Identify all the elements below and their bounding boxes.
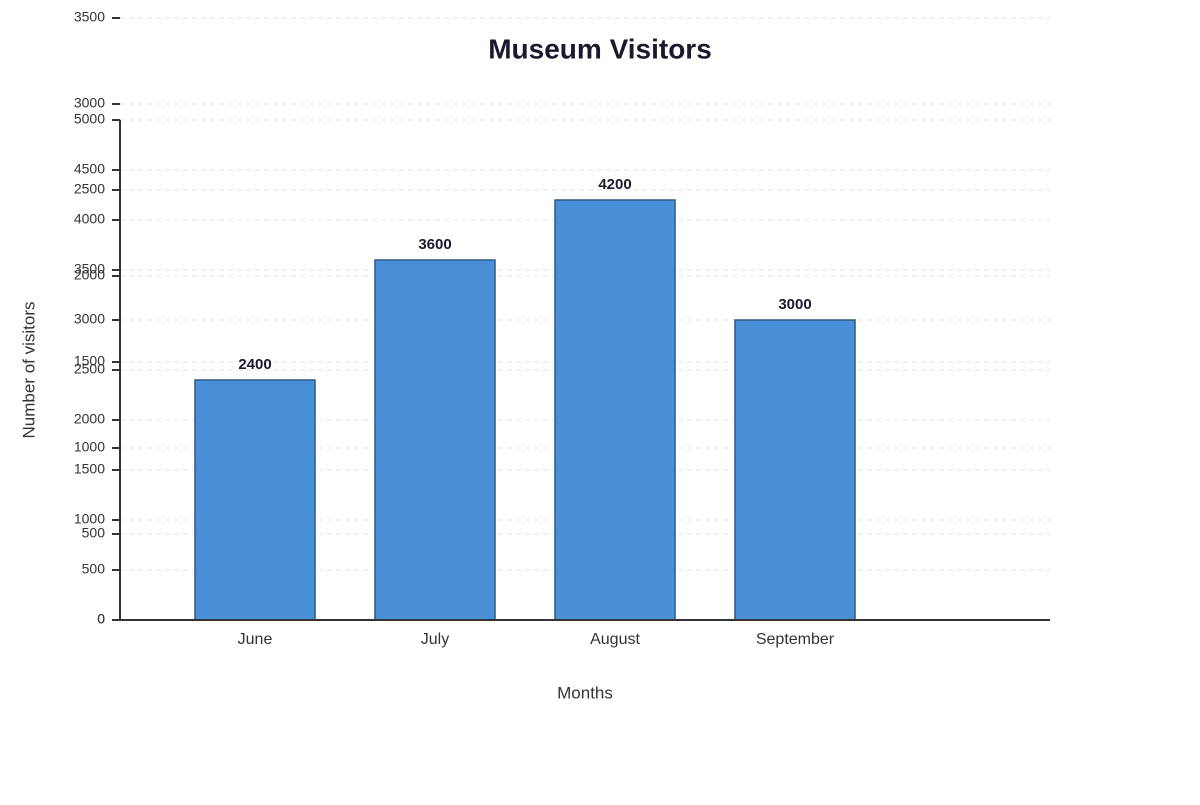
x-tick-label: July xyxy=(421,631,449,648)
bar xyxy=(194,379,316,621)
x-tick-label: August xyxy=(590,631,640,648)
y-tick-label: 3500 xyxy=(74,261,105,277)
y-tick-label: 1000 xyxy=(74,439,105,455)
y-tick-label: 1000 xyxy=(74,511,105,527)
x-axis-label: Months xyxy=(557,683,613,702)
y-tick-label: 3000 xyxy=(74,95,105,111)
plot: 2400 3600 4200 3000 xyxy=(194,176,856,621)
value-label: 4200 xyxy=(598,176,631,193)
y-tick-label: 1500 xyxy=(74,461,105,477)
value-label: 3000 xyxy=(778,296,811,313)
y-tick-label: 3000 xyxy=(74,311,105,327)
y-tick-label: 4000 xyxy=(74,211,105,227)
value-label: 3600 xyxy=(418,236,451,253)
y-tick-label: 2000 xyxy=(74,411,105,427)
y-axis-label: Number of visitors xyxy=(19,302,38,439)
y-tick-label: 5000 xyxy=(74,111,105,127)
x-tick-label: June xyxy=(238,631,273,648)
y-tick-label: 2500 xyxy=(74,181,105,197)
y-tick-label: 1500 xyxy=(74,353,105,369)
y-tick-label: 500 xyxy=(82,561,106,577)
y-tick-label: 2500 xyxy=(74,361,105,377)
y-tick-label: 500 xyxy=(82,525,106,541)
chart-title: Museum Visitors xyxy=(488,33,712,64)
y-tick-label: 0 xyxy=(97,611,105,627)
bar xyxy=(554,199,676,621)
bar xyxy=(374,259,496,621)
y-tick-label: 2000 xyxy=(74,267,105,283)
x-tick-label: September xyxy=(756,631,835,648)
y-tick-label: 3500 xyxy=(74,9,105,25)
y-tick-label: 0 xyxy=(97,611,105,627)
value-label: 2400 xyxy=(238,356,271,373)
y-tick-label: 4500 xyxy=(74,161,105,177)
bar xyxy=(734,319,856,621)
